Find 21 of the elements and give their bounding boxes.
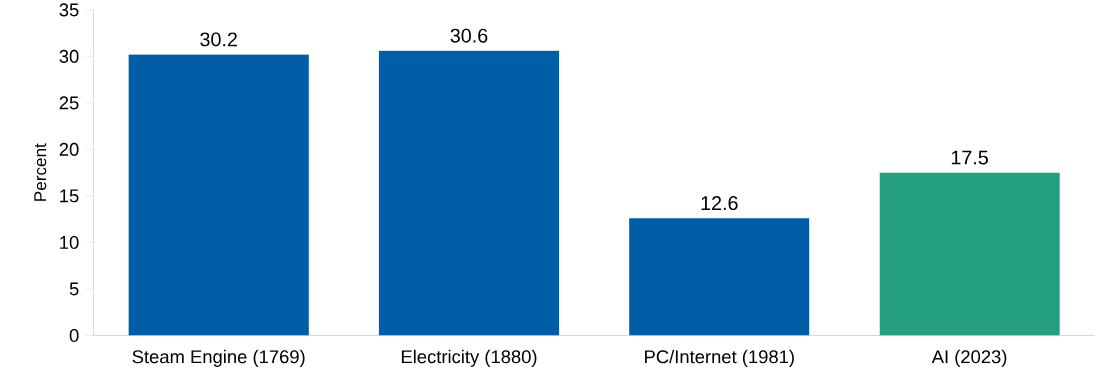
bar: [629, 218, 810, 336]
y-tick-label: 5: [69, 282, 79, 296]
y-tick-label: 20: [59, 142, 79, 156]
y-axis-title: Percent: [34, 143, 47, 201]
y-tick-label: 35: [59, 3, 79, 17]
data-label: 30.2: [200, 32, 237, 47]
y-tick-label: 10: [60, 235, 79, 249]
bar: [378, 50, 560, 336]
y-tick-label: 25: [59, 96, 79, 110]
data-label: 12.6: [701, 196, 738, 211]
data-label: 17.5: [951, 150, 988, 165]
data-label: 30.6: [450, 28, 488, 43]
bar: [879, 172, 1060, 336]
x-tick-label: Steam Engine (1769): [132, 349, 305, 367]
x-tick-label: Electricity (1880): [401, 349, 537, 367]
x-tick-label: PC/Internet (1981): [645, 349, 794, 367]
bar: [128, 54, 309, 336]
y-tick-label: 0: [69, 328, 79, 343]
y-tick-label: 30: [59, 49, 79, 63]
y-tick-label: 15: [60, 189, 79, 203]
x-tick-label: AI (2023): [931, 349, 1007, 367]
